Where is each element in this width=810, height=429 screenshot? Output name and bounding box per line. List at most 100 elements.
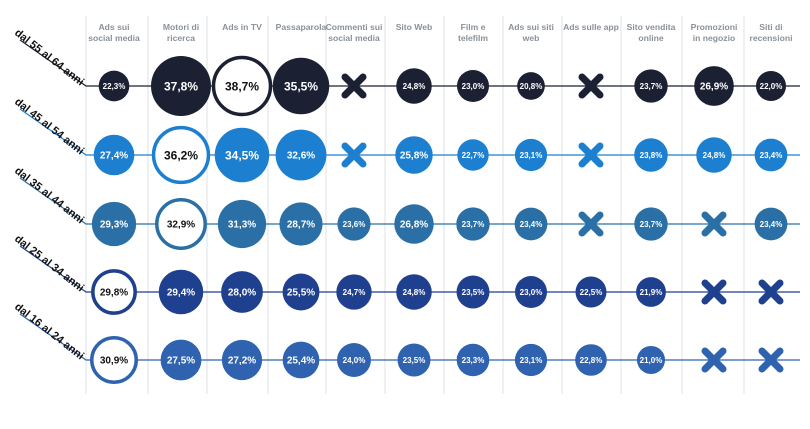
bubble: [755, 70, 787, 102]
column-header: Sito vendita online: [627, 22, 676, 43]
bubble-highlight: [211, 55, 273, 117]
column-header: Motori di ricerca: [163, 22, 199, 43]
cross-marker: [701, 211, 727, 237]
column-header: Sito Web: [396, 22, 433, 32]
row-line: [19, 108, 800, 156]
bubble: [396, 68, 432, 104]
bubble-value: 23,8%: [640, 151, 663, 160]
bubble: [158, 269, 204, 315]
bubble: [696, 137, 732, 173]
bubble: [456, 207, 490, 241]
bubble-value: 22,8%: [580, 356, 603, 365]
bubble-value: 24,7%: [343, 288, 366, 297]
bubble-highlight: [155, 198, 207, 250]
bubble-value: 22,3%: [103, 82, 126, 91]
bubble: [754, 138, 788, 172]
bubble: [394, 204, 434, 244]
bubble-value: 23,4%: [520, 220, 543, 229]
bubble-value: 20,8%: [520, 82, 543, 91]
bubble-value: 37,8%: [164, 79, 198, 93]
bubble: [456, 275, 490, 309]
bubble-value: 34,5%: [225, 148, 259, 162]
cross-marker: [701, 347, 727, 373]
bubble: [634, 69, 668, 103]
bubble-highlight: [151, 125, 211, 185]
bubble: [282, 273, 320, 311]
bubble-value: 24,8%: [403, 82, 426, 91]
bubble-value: 21,0%: [640, 356, 663, 365]
bubble: [279, 202, 323, 246]
bubble-value: 23,0%: [520, 288, 543, 297]
bubble-value: 22,5%: [580, 288, 603, 297]
row-label: dal 16 al 24 anni: [12, 301, 86, 362]
row-line: [19, 313, 800, 361]
cross-marker: [578, 73, 604, 99]
bubble: [396, 274, 432, 310]
bubble: [395, 136, 433, 174]
bubble-value: 23,7%: [640, 82, 663, 91]
column-header: Promozioni in negozio: [691, 22, 738, 43]
bubble-value: 23,5%: [462, 288, 485, 297]
bubble-value: 23,7%: [462, 220, 485, 229]
bubble: [337, 207, 371, 241]
bubble-value: 24,8%: [703, 151, 726, 160]
bubble-value: 27,5%: [167, 356, 195, 367]
bubble-value: 23,0%: [462, 82, 485, 91]
bubble-value: 23,5%: [403, 356, 426, 365]
bubble-value: 23,1%: [520, 151, 543, 160]
bubble-value: 26,9%: [700, 82, 728, 93]
bubble-highlight: [90, 336, 138, 384]
column-header: Ads in TV: [222, 22, 262, 32]
bubble-value: 32,6%: [287, 151, 315, 162]
bubble-value: 23,4%: [760, 151, 783, 160]
bubble-value: 27,4%: [100, 151, 128, 162]
bubble: [636, 277, 666, 307]
bubble-value: 31,3%: [228, 220, 256, 231]
bubble: [575, 344, 607, 376]
bubble: [514, 343, 548, 377]
column-header: Passaparola: [276, 22, 327, 32]
cross-marker: [578, 211, 604, 237]
bubble: [151, 56, 211, 116]
bubble-value: 28,0%: [228, 288, 256, 299]
bubble-value: 23,3%: [462, 356, 485, 365]
bubble-value: 23,4%: [760, 220, 783, 229]
bubble: [515, 276, 547, 308]
bubble: [337, 343, 371, 377]
bubble: [575, 276, 607, 308]
bubble-value: 27,2%: [228, 356, 256, 367]
bubble: [754, 207, 788, 241]
bubble: [217, 199, 267, 249]
bubble-value: 23,1%: [520, 356, 543, 365]
bubble-value: 38,7%: [225, 79, 259, 93]
bubble-value: 35,5%: [284, 79, 318, 93]
row-label: dal 55 al 64 anni: [12, 27, 86, 88]
bubble-value: 25,5%: [287, 288, 315, 299]
cross-marker: [341, 142, 367, 168]
bubble: [694, 66, 734, 106]
bubble: [456, 343, 490, 377]
cross-marker: [578, 142, 604, 168]
column-header: Siti di recensioni: [750, 22, 793, 43]
bubble: [221, 339, 263, 381]
bubble-value: 24,0%: [343, 356, 366, 365]
bubble: [93, 134, 135, 176]
bubble: [98, 70, 130, 102]
column-header: Ads sulle app: [563, 22, 619, 32]
bubble-value: 23,7%: [640, 220, 663, 229]
bubble: [160, 339, 202, 381]
bubble-value: 25,4%: [287, 356, 315, 367]
bubble: [282, 341, 320, 379]
bubble-value: 32,9%: [167, 220, 195, 231]
bubble: [275, 129, 327, 181]
bubble: [397, 343, 431, 377]
column-header: Commenti sui social media: [326, 22, 383, 43]
row-label: dal 45 al 54 anni: [12, 96, 86, 157]
bubble: [634, 207, 668, 241]
row-label: dal 35 al 44 anni: [12, 165, 86, 226]
bubble: [336, 274, 372, 310]
row-line: [19, 39, 800, 87]
bubble: [457, 139, 489, 171]
